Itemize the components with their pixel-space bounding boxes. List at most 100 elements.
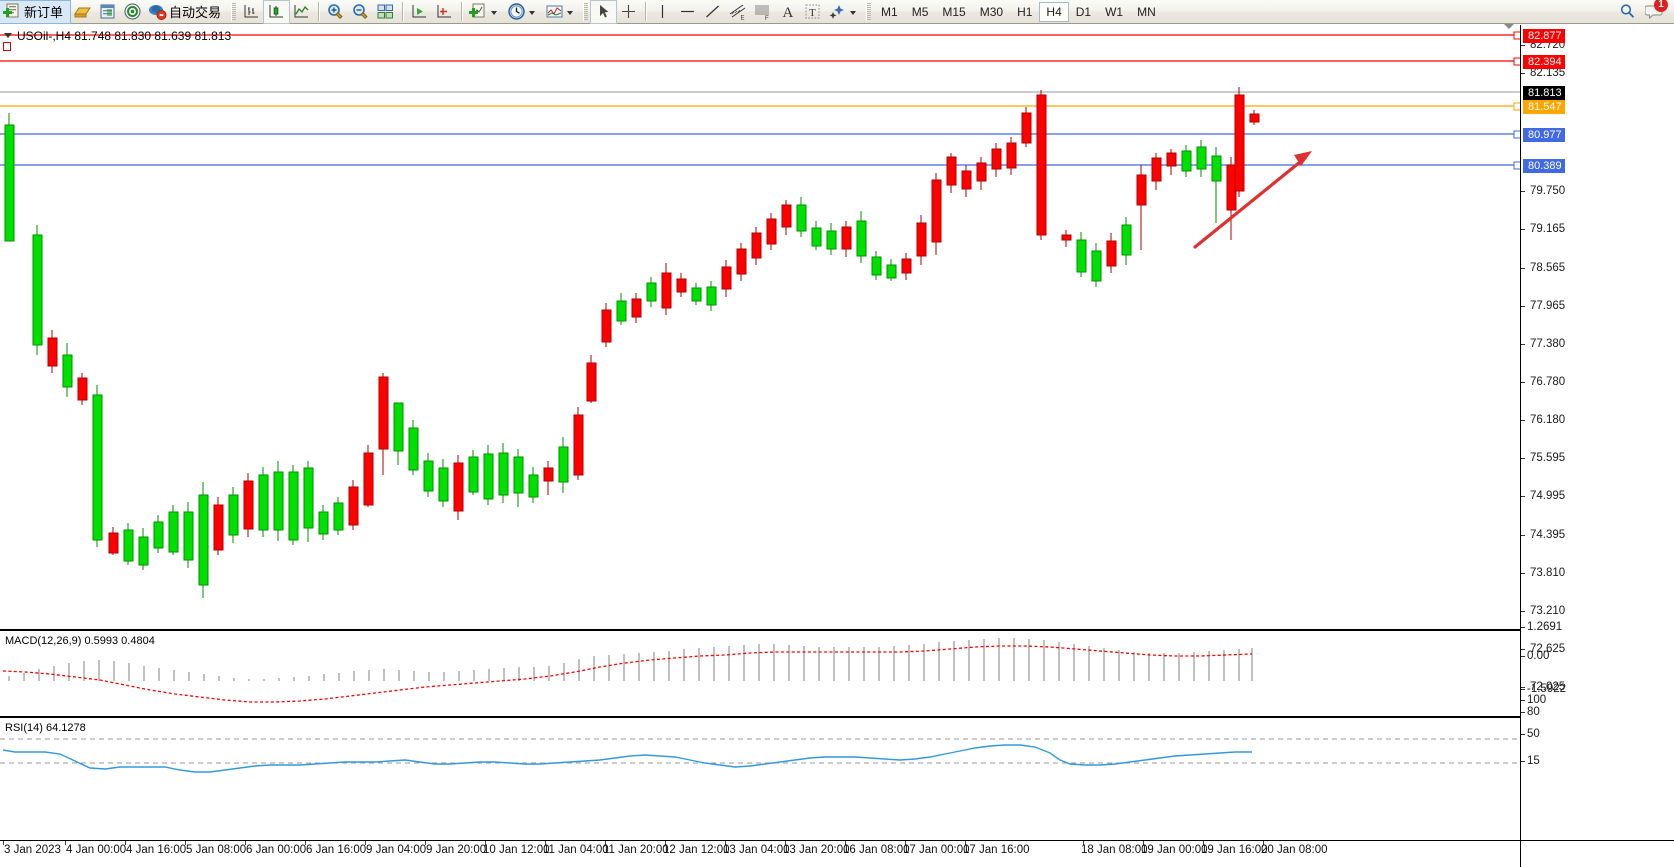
time-label: 3 Jan 2023 — [4, 844, 61, 856]
crosshair-icon — [619, 2, 638, 21]
indicators-button[interactable] — [542, 1, 580, 23]
rsi-label: RSI(14) 64.1278 — [5, 722, 86, 734]
auto-scroll-button[interactable] — [432, 1, 457, 23]
toolbar-separator-3 — [866, 2, 872, 21]
horizontal-line-button[interactable] — [675, 1, 700, 23]
axis-tick: 72.625 — [1521, 643, 1565, 655]
trendline-button[interactable] — [700, 1, 725, 23]
toolbar-divider-3 — [461, 2, 463, 21]
toolbar-divider-4 — [645, 2, 647, 21]
tab-timeframe-m15[interactable]: M15 — [942, 4, 966, 19]
bar-chart-button[interactable] — [239, 1, 264, 23]
candlestick-chart-button[interactable] — [263, 0, 291, 24]
new-order-label: 新订单 — [24, 5, 64, 20]
notification-balloon-icon[interactable]: 1 — [1645, 0, 1668, 21]
tile-windows-button[interactable] — [373, 1, 398, 23]
status-badge-support-2[interactable]: 80.389 — [1523, 159, 1565, 173]
time-label: 13 Jan 04:00 — [723, 844, 790, 856]
rsi-line — [2, 744, 1252, 773]
macd-signal-line — [2, 645, 1253, 703]
equidistant-channel-button[interactable]: E — [725, 1, 750, 23]
tab-timeframe-h4[interactable]: H4 — [1039, 1, 1069, 22]
macd-pane-top-border — [0, 629, 1520, 631]
svg-text:E: E — [741, 16, 745, 22]
tab-timeframe-m30[interactable]: M30 — [979, 4, 1004, 19]
collapse-arrow-icon[interactable] — [1504, 24, 1514, 29]
rsi-axis-tick: 100 — [1521, 694, 1546, 706]
line-chart-button[interactable] — [289, 1, 314, 23]
bar-chart-icon — [242, 2, 261, 21]
new-order-icon — [3, 2, 22, 21]
status-badge-support-1[interactable]: 80.977 — [1523, 128, 1565, 142]
axis-tick: 75.595 — [1521, 452, 1565, 464]
toolbar-divider-2 — [402, 2, 404, 21]
text-button[interactable]: A — [775, 1, 800, 23]
macd-label: MACD(12,26,9) 0.5993 0.4804 — [5, 635, 155, 647]
axis-tick: 73.810 — [1521, 567, 1565, 579]
vertical-line-button[interactable] — [650, 1, 675, 23]
tab-timeframe-m1[interactable]: M1 — [881, 4, 898, 19]
axis-corner — [1520, 840, 1674, 867]
time-label: 6 Jan 16:00 — [306, 844, 367, 856]
macd-histogram — [8, 638, 1253, 681]
period-icon — [507, 2, 526, 21]
rsi-pane[interactable]: RSI(14) 64.1278 — [0, 720, 1520, 840]
time-label: 4 Jan 16:00 — [126, 844, 187, 856]
new-chart-button[interactable] — [466, 1, 504, 23]
autotrading-button[interactable]: 自动交易 — [145, 1, 228, 23]
tab-timeframe-d1[interactable]: D1 — [1075, 4, 1092, 19]
time-label: 17 Jan 00:00 — [903, 844, 970, 856]
status-badge-resistance-1[interactable]: 82.877 — [1523, 29, 1565, 43]
terminal-button[interactable] — [95, 1, 120, 23]
zoom-in-button[interactable] — [323, 1, 348, 23]
cursor-button[interactable] — [590, 0, 618, 24]
chevron-down-icon-3[interactable] — [567, 10, 574, 15]
time-label: 5 Jan 08:00 — [186, 844, 247, 856]
tab-timeframe-w1[interactable]: W1 — [1105, 4, 1124, 19]
text-label-button[interactable]: T — [800, 1, 825, 23]
zoom-out-icon — [351, 2, 370, 21]
terminal-icon — [98, 2, 117, 21]
text-icon: A — [778, 2, 797, 21]
toolbar-separator-2 — [583, 2, 589, 21]
status-badge-current-price[interactable]: 81.813 — [1523, 86, 1565, 100]
macd-pane[interactable]: MACD(12,26,9) 0.5993 0.4804 — [0, 633, 1520, 719]
navigator-button[interactable] — [120, 1, 145, 23]
time-label: 18 Jan 08:00 — [1081, 844, 1148, 856]
templates-button[interactable] — [825, 1, 863, 23]
axis-tick: 77.380 — [1521, 338, 1565, 350]
zoom-out-button[interactable] — [348, 1, 373, 23]
tab-timeframe-m5[interactable]: M5 — [911, 4, 929, 19]
status-badge-resistance-2[interactable]: 82.394 — [1523, 55, 1565, 69]
axis-tick: 74.395 — [1521, 529, 1565, 541]
chevron-down-icon[interactable] — [491, 10, 498, 15]
time-label: 9 Jan 20:00 — [426, 844, 487, 856]
candlestick-chart-icon — [267, 2, 286, 21]
price-pane[interactable] — [0, 25, 1520, 605]
rsi-pane-top-border — [0, 716, 1520, 718]
tab-timeframe-mn[interactable]: MN — [1137, 4, 1156, 19]
time-label: 19 Jan 00:00 — [1141, 844, 1208, 856]
toolbar-separator — [231, 2, 237, 21]
fibonacci-button[interactable]: F — [750, 1, 775, 23]
search-icon[interactable] — [1618, 2, 1637, 21]
rsi-axis-tick: 15 — [1521, 755, 1540, 767]
time-label: 4 Jan 00:00 — [66, 844, 127, 856]
macd-axis-tick: 1.2691 — [1521, 621, 1562, 633]
new-order-button[interactable]: 新订单 — [0, 0, 72, 24]
price-axis[interactable]: 82.720 82.135 79.750 79.165 78.565 77.96… — [1520, 25, 1674, 842]
chart-dropdown-icon[interactable] — [4, 33, 12, 38]
axis-tick: 76.180 — [1521, 414, 1565, 426]
autotrading-label: 自动交易 — [169, 5, 222, 20]
chart-area[interactable]: USOil-,H4 81.748 81.830 81.639 81.813 — [0, 24, 1674, 867]
period-button[interactable] — [504, 1, 542, 23]
chevron-down-icon-4[interactable] — [850, 10, 857, 15]
svg-text:T: T — [809, 7, 816, 19]
shift-end-button[interactable] — [407, 1, 432, 23]
gold-bar-button[interactable] — [70, 1, 95, 23]
tab-timeframe-h1[interactable]: H1 — [1017, 4, 1033, 19]
crosshair-button[interactable] — [616, 1, 641, 23]
status-badge-pivot[interactable]: 81.547 — [1523, 100, 1565, 114]
time-axis[interactable]: 3 Jan 2023 4 Jan 00:00 4 Jan 16:00 5 Jan… — [0, 840, 1520, 867]
chevron-down-icon-2[interactable] — [529, 10, 536, 15]
